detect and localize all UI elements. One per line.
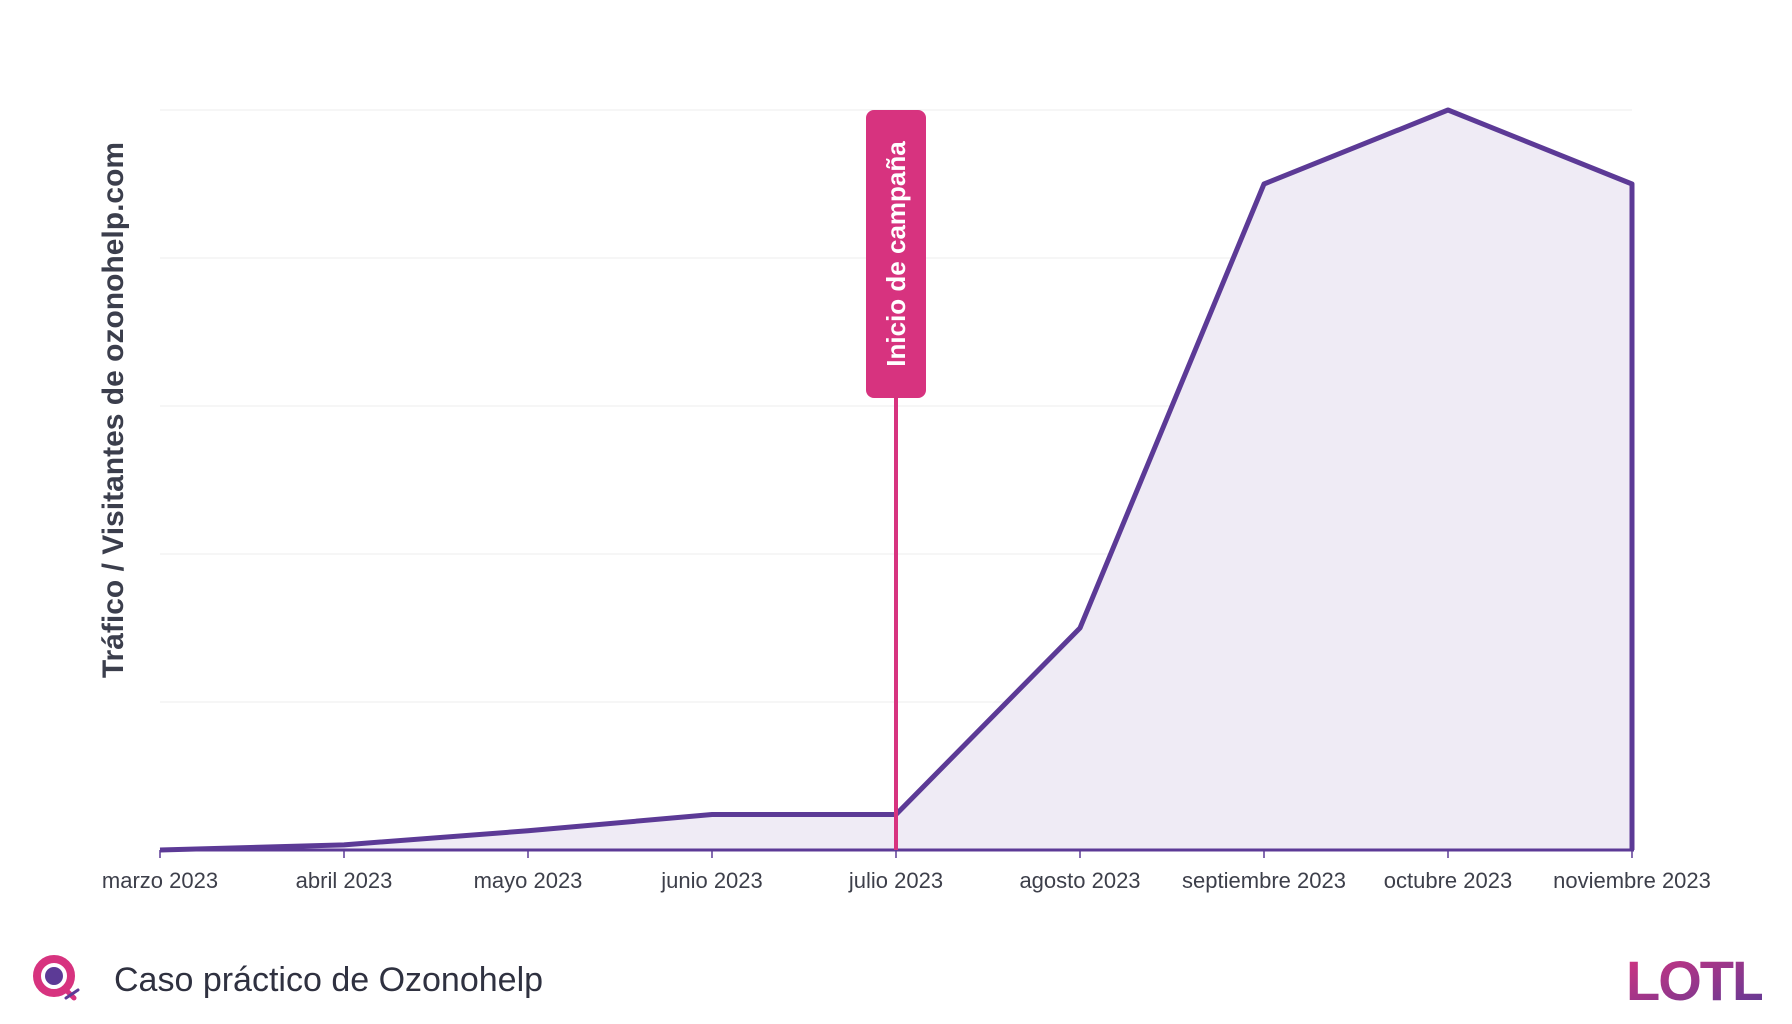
x-tick-label: junio 2023 [660,868,763,893]
x-tick-label: marzo 2023 [102,868,218,893]
x-tick-label: septiembre 2023 [1182,868,1346,893]
campaign-start-label: Inicio de campaña [881,141,911,367]
x-tick-label: octubre 2023 [1384,868,1512,893]
traffic-area-fill [160,110,1632,850]
campaign-start-annotation: Inicio de campaña [866,110,926,850]
footer-title: Caso práctico de Ozonohelp [114,960,544,999]
traffic-series-line [159,107,1635,853]
traffic-area-chart: marzo 2023 abril 2023 mayo 2023 junio 2023 j… [97,107,1711,893]
y-axis-label: Tráfico / Visitantes de ozonohelp.com [97,142,130,678]
x-tick-label: abril 2023 [296,868,393,893]
campaign-start-label-box [866,110,926,398]
lotl-logo-icon: LOTL [1626,950,1762,1010]
x-tick-label: mayo 2023 [474,868,583,893]
footer: Caso práctico de Ozonohelp [30,950,543,1010]
ozonohelp-logo-icon [30,952,82,1009]
svg-text:LOTL: LOTL [1626,950,1762,1010]
x-axis-ticks: marzo 2023 abril 2023 mayo 2023 junio 2023 j… [102,850,1711,893]
lotl-brand-logo: LOTL [1622,950,1762,1010]
x-tick-label: noviembre 2023 [1553,868,1711,893]
x-tick-label: julio 2023 [848,868,943,893]
x-tick-label: agosto 2023 [1019,868,1140,893]
